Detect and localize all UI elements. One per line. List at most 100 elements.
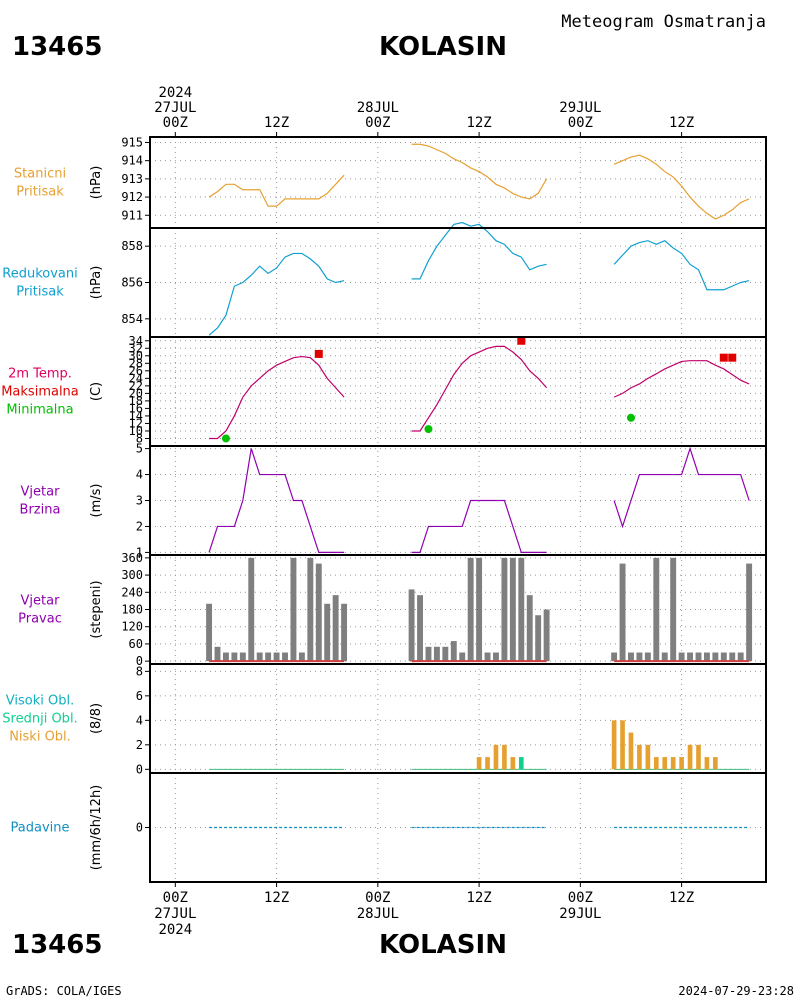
ytick-label-station-pressure: 914 — [121, 154, 143, 168]
wind-direction-bar — [611, 652, 618, 662]
tmin-marker — [221, 434, 230, 443]
tmin-marker — [424, 425, 433, 434]
panel-label-cloud-cover: Niski Obl. — [9, 730, 71, 745]
cloud-low-bar — [620, 720, 625, 770]
xtick-label-bottom: 00Z — [163, 890, 188, 906]
wind-direction-bar — [737, 652, 744, 662]
xtick-label-top: 00Z — [365, 115, 390, 131]
panel-frame-cloud-cover — [149, 663, 767, 774]
ytick-label-cloud-cover: 2 — [136, 738, 143, 752]
wind-direction-bar — [535, 615, 542, 662]
wind-direction-bar — [248, 557, 255, 662]
xtick-label-bottom: 00Z — [365, 890, 390, 906]
cloud-low-bar — [637, 744, 642, 770]
ytick-label-temperature: 26 — [129, 364, 143, 378]
station-id-top: 13465 — [12, 32, 103, 62]
cloud-low-bar — [713, 757, 718, 770]
ylabel-precipitation: (mm/6h/12h) — [89, 785, 104, 871]
station-name-bottom: KOLASIN — [379, 930, 507, 960]
cloud-low-bar — [628, 732, 634, 770]
tmax-marker — [728, 353, 737, 362]
ytick-label-cloud-cover: 8 — [136, 664, 143, 678]
ytick-label-wind-speed: 1 — [136, 545, 143, 559]
wind-direction-bar — [653, 557, 660, 662]
ytick-label-reduced-pressure: 858 — [121, 239, 143, 253]
wind-direction-bar — [282, 652, 288, 662]
temperature-line — [613, 360, 750, 398]
ytick-label-wind-direction: 300 — [121, 568, 143, 582]
wind-direction-bar — [729, 652, 736, 662]
wind-direction-bar — [315, 563, 322, 662]
ytick-label-temperature: 14 — [129, 409, 143, 423]
panel-label-reduced-pressure: Redukovani — [2, 267, 77, 282]
cloud-low-bar — [662, 757, 668, 770]
ytick-label-reduced-pressure: 856 — [121, 276, 143, 290]
footer-timestamp: 2024-07-29-23:28 — [678, 984, 794, 998]
wind-direction-bar — [256, 652, 263, 662]
ytick-label-station-pressure: 911 — [121, 208, 143, 222]
meteogram-title: Meteogram Osmatranja — [561, 12, 766, 32]
wind-direction-bar — [501, 557, 508, 662]
panel-label-cloud-cover: Visoki Obl. — [6, 694, 74, 709]
wind-direction-bar — [712, 652, 719, 662]
cloud-low-bar — [704, 757, 710, 770]
wind-direction-bar — [526, 595, 533, 662]
ytick-label-wind-speed: 4 — [136, 468, 143, 482]
cloud-low-bar — [679, 757, 684, 770]
wind-direction-bar — [678, 652, 685, 662]
wind-direction-bar — [206, 603, 213, 662]
tmin-marker — [626, 413, 635, 422]
ytick-label-temperature: 32 — [129, 341, 143, 355]
wind-direction-bar — [273, 652, 280, 662]
cloud-low-bar — [696, 744, 701, 770]
wind-direction-bar — [518, 557, 525, 662]
ytick-label-temperature: 24 — [129, 371, 143, 385]
panel-label-temperature: Maksimalna — [1, 385, 79, 400]
tmax-marker — [314, 349, 323, 358]
wind-direction-bar — [417, 595, 423, 662]
wind-direction-bar — [703, 652, 710, 662]
xtick-label-top: 00Z — [163, 115, 188, 131]
wind-direction-bar — [476, 557, 483, 662]
wind-speed-line — [411, 499, 547, 554]
station-id-bottom: 13465 — [12, 930, 103, 960]
wind-direction-bar — [450, 641, 457, 662]
reduced-pressure-line — [613, 240, 750, 291]
wind-direction-bar — [307, 557, 314, 662]
tmax-marker — [719, 353, 728, 362]
station-pressure-line — [208, 174, 345, 207]
day-label-bottom: 29JUL — [559, 906, 601, 922]
cloud-low-bar — [476, 757, 482, 770]
panel-frame-temperature — [149, 336, 767, 447]
wind-direction-bar — [265, 652, 272, 662]
panel-label-station-pressure: Stanicni — [14, 167, 66, 182]
xtick-label-top: 12Z — [669, 115, 694, 131]
wind-direction-bar — [543, 609, 550, 662]
wind-direction-bar — [746, 563, 753, 662]
wind-direction-bar — [290, 557, 297, 662]
wind-direction-bar — [661, 652, 668, 662]
ylabel-reduced-pressure: (hPa) — [89, 266, 104, 300]
panel-label-temperature: 2m Temp. — [8, 367, 72, 382]
ytick-label-wind-direction: 240 — [121, 585, 143, 599]
cloud-low-bar — [510, 757, 516, 770]
wind-direction-bar — [425, 646, 432, 662]
footer-credit: GrADS: COLA/IGES — [6, 984, 122, 998]
year-label-top: 2024 — [158, 85, 192, 101]
xtick-label-top: 12Z — [264, 115, 289, 131]
ytick-label-precipitation: 0 — [136, 821, 143, 835]
wind-direction-bar — [459, 652, 466, 662]
xtick-label-top: 00Z — [568, 115, 593, 131]
panel-label-wind-speed: Brzina — [20, 503, 61, 518]
ytick-label-temperature: 20 — [129, 386, 143, 400]
cloud-low-bar — [485, 757, 490, 770]
wind-direction-bar — [509, 557, 516, 662]
panel-frame-precipitation — [149, 772, 767, 883]
cloud-low-bar — [653, 757, 659, 770]
cloud-low-bar — [493, 744, 499, 770]
wind-direction-bar — [214, 646, 221, 662]
ylabel-station-pressure: (hPa) — [89, 166, 104, 200]
ytick-label-temperature: 10 — [129, 424, 143, 438]
day-label-top: 27JUL — [154, 100, 196, 116]
